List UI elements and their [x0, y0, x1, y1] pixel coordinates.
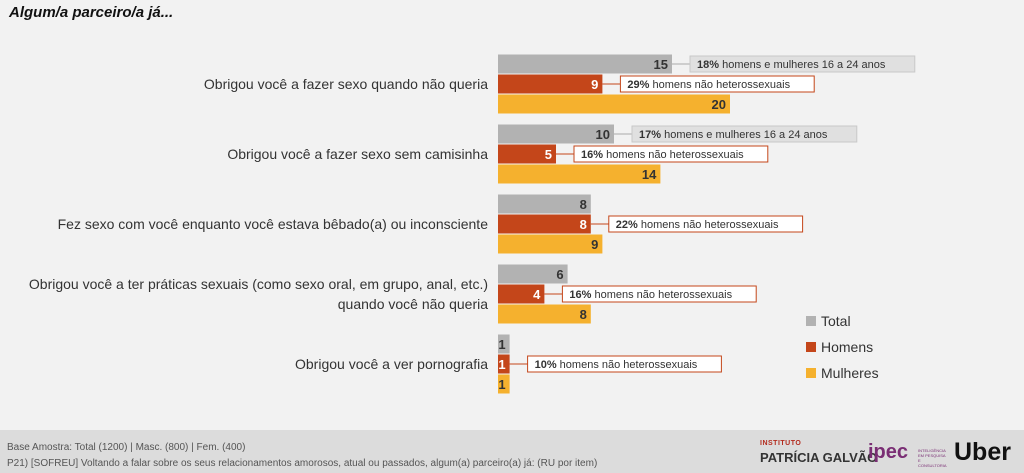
bar-homens — [498, 74, 603, 94]
annotation-box — [689, 55, 916, 73]
chart-title: Algum/a parceiro/a já... — [9, 4, 174, 21]
legend-label: Total — [821, 313, 851, 329]
annotation-box — [561, 285, 757, 303]
bar-value-label: 1 — [498, 377, 505, 392]
bar-total — [498, 124, 614, 144]
bar-value-label: 1 — [498, 337, 505, 352]
sample-base-note: Base Amostra: Total (1200) | Masc. (800)… — [7, 442, 246, 453]
legend-label: Homens — [821, 339, 873, 355]
annotation-label: 16% homens não heterossexuais — [581, 149, 744, 161]
category-label: Fez sexo com você enquanto você estava b… — [58, 216, 489, 232]
category-label: Obrigou você a fazer sexo quando não que… — [204, 76, 488, 92]
bar-value-label: 15 — [654, 57, 668, 72]
bar-mulheres — [498, 94, 730, 114]
annotation-label: 22% homens não heterossexuais — [616, 219, 779, 231]
bar-value-label: 5 — [545, 147, 552, 162]
instituto-patricia-galvao-logo: PATRÍCIA GALVÃO — [760, 450, 878, 465]
bar-total — [498, 194, 591, 214]
bar-value-label: 4 — [533, 287, 541, 302]
bar-mulheres — [498, 374, 510, 394]
bar-value-label: 1 — [498, 357, 505, 372]
bar-value-label: 8 — [580, 217, 587, 232]
category-label: Obrigou você a ver pornografia — [295, 356, 488, 372]
bar-homens — [498, 214, 591, 234]
annotation-box — [527, 355, 722, 373]
annotation-label: 16% homens não heterossexuais — [569, 289, 732, 301]
category-label: Obrigou você a ter práticas sexuais (com… — [29, 276, 488, 292]
bar-total — [498, 54, 672, 74]
bar-value-label: 20 — [712, 97, 726, 112]
bar-mulheres — [498, 164, 661, 184]
ipec-logo: ipec — [868, 441, 909, 463]
annotation-label: 10% homens não heterossexuais — [535, 359, 698, 371]
legend-swatch — [806, 368, 816, 378]
annotation-label: 17% homens e mulheres 16 a 24 anos — [639, 129, 828, 141]
bar-total — [498, 264, 568, 284]
annotation-label: 29% homens não heterossexuais — [627, 79, 790, 91]
bar-value-label: 9 — [591, 237, 598, 252]
bar-value-label: 8 — [580, 307, 587, 322]
legend-swatch — [806, 316, 816, 326]
bar-value-label: 14 — [642, 167, 657, 182]
bar-homens — [498, 144, 556, 164]
bar-homens — [498, 284, 545, 304]
annotation-box — [631, 125, 858, 143]
category-label: Obrigou você a fazer sexo sem camisinha — [227, 146, 488, 162]
bar-mulheres — [498, 304, 591, 324]
bar-value-label: 9 — [591, 77, 598, 92]
bar-homens — [498, 354, 510, 374]
bar-chart: Obrigou você a fazer sexo quando não que… — [29, 54, 916, 394]
annotation-box — [573, 145, 769, 163]
ipec-logo-subtitle: INTELIGÊNCIA EM PESQUISA E CONSULTORIA — [918, 448, 947, 468]
annotation-box — [608, 215, 804, 233]
annotation-box — [619, 75, 815, 93]
bar-value-label: 10 — [596, 127, 610, 142]
footer-bar — [0, 430, 1024, 473]
bar-value-label: 6 — [556, 267, 563, 282]
bar-value-label: 8 — [580, 197, 587, 212]
legend-label: Mulheres — [821, 365, 879, 381]
bar-mulheres — [498, 234, 603, 254]
uber-logo: Uber — [954, 438, 1011, 466]
question-note: P21) [SOFREU] Voltando a falar sobre os … — [7, 458, 598, 469]
category-label: quando você não queria — [338, 296, 488, 312]
annotation-label: 18% homens e mulheres 16 a 24 anos — [697, 59, 886, 71]
legend-swatch — [806, 342, 816, 352]
bar-total — [498, 334, 510, 354]
instituto-patricia-galvao-logo-top: INSTITUTO — [760, 440, 802, 447]
